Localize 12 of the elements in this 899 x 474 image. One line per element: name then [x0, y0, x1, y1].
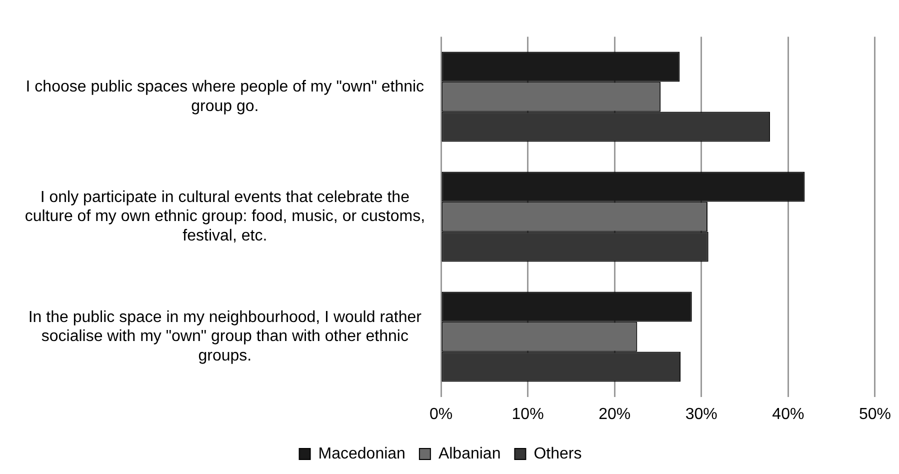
x-tick-label: 40% — [772, 406, 804, 423]
y-tick-label: I only participate in cultural events that celebrate the culture of my own ethnic group: food, music, or customs, festival, etc. — [24, 189, 425, 244]
x-tick-label: 20% — [598, 406, 631, 423]
x-tick-label: 0% — [429, 406, 453, 423]
legend-label: Albanian — [438, 445, 501, 462]
y-tick-label: I choose public spaces where people of my "own" ethnic group go. — [26, 78, 424, 115]
x-tick-label: 30% — [685, 406, 718, 423]
x-tick-label: 10% — [512, 406, 544, 423]
legend-label: Macedonian — [318, 445, 406, 462]
x-tick-label: 50% — [858, 406, 892, 423]
y-tick-label: In the public space in my neighbourhood, I would rather socialise with my "own" group than with other ethnic groups. — [28, 309, 422, 364]
legend-label: Others — [534, 445, 582, 462]
